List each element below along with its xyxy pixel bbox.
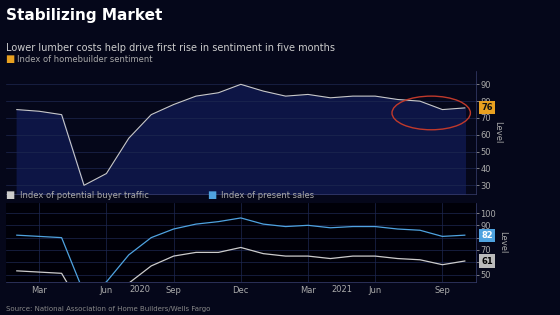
- Text: 82: 82: [482, 231, 493, 240]
- Text: 2021: 2021: [331, 285, 352, 295]
- Text: ■: ■: [6, 54, 15, 64]
- Text: 76: 76: [482, 103, 493, 112]
- Text: Lower lumber costs help drive first rise in sentiment in five months: Lower lumber costs help drive first rise…: [6, 43, 335, 53]
- Y-axis label: Level: Level: [493, 121, 502, 144]
- Text: Index of potential buyer traffic: Index of potential buyer traffic: [20, 191, 148, 200]
- Y-axis label: Level: Level: [498, 231, 507, 254]
- Text: ■: ■: [6, 190, 15, 200]
- Text: 61: 61: [482, 256, 493, 266]
- Text: 2020: 2020: [129, 285, 151, 295]
- Text: Index of present sales: Index of present sales: [221, 191, 314, 200]
- Text: ■: ■: [207, 190, 217, 200]
- Text: Stabilizing Market: Stabilizing Market: [6, 8, 162, 23]
- Text: Source: National Association of Home Builders/Wells Fargo: Source: National Association of Home Bui…: [6, 306, 210, 312]
- Text: Index of homebuilder sentiment: Index of homebuilder sentiment: [17, 54, 153, 64]
